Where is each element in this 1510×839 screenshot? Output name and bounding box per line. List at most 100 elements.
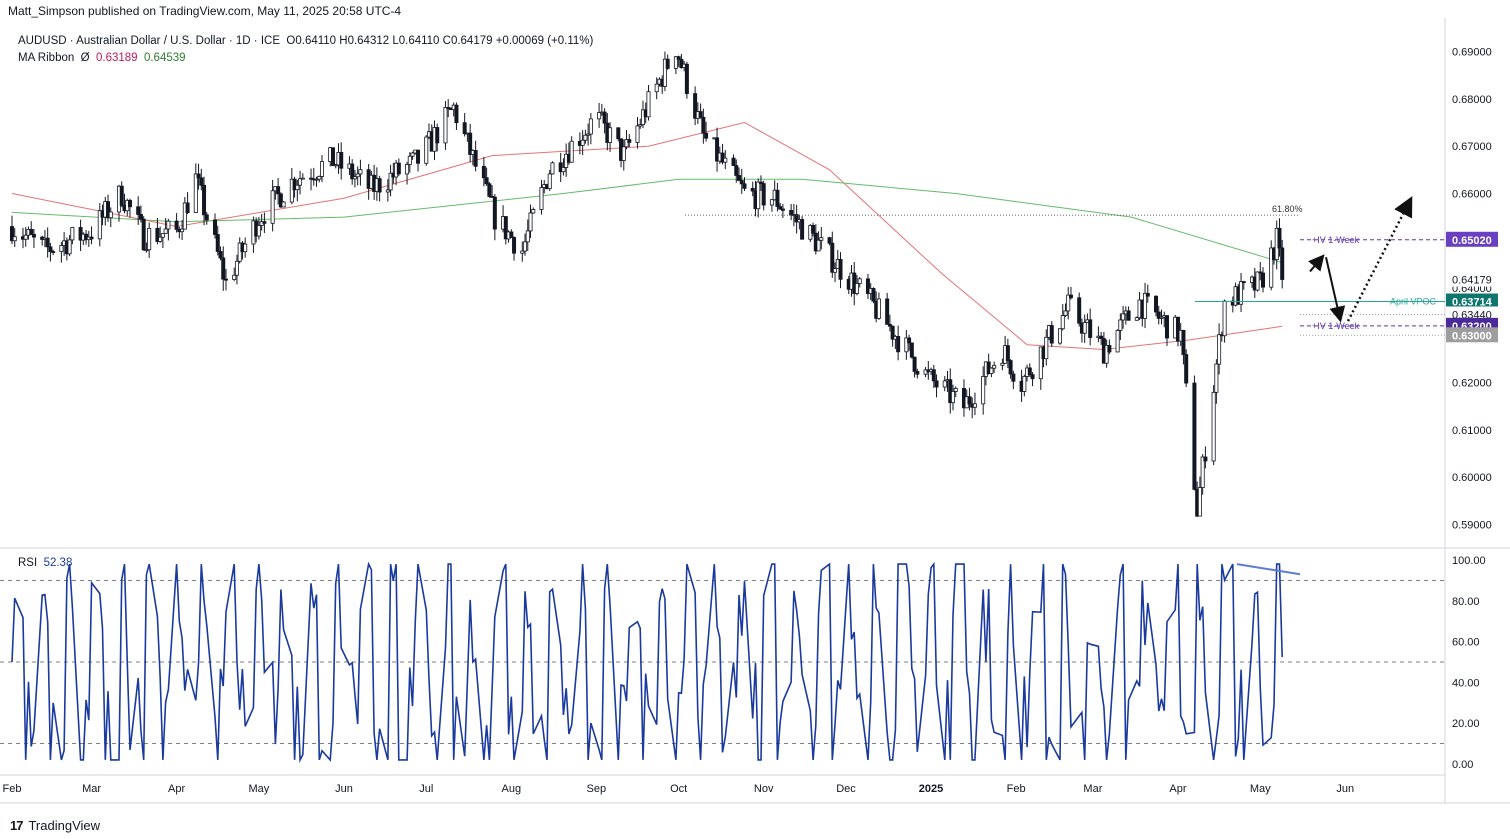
ma-fast-path: [11, 121, 1283, 351]
candle-body: [281, 201, 286, 208]
price-tag: [1446, 327, 1498, 343]
candle-body: [492, 196, 497, 230]
candle-body: [1184, 354, 1189, 384]
candle-body: [794, 214, 799, 223]
price-tag-text: 0.63000: [1452, 330, 1492, 342]
y-tick-label: 0.59000: [1452, 519, 1492, 531]
candle-body: [1027, 367, 1032, 376]
x-tick-label: Oct: [670, 783, 687, 795]
candle-body: [289, 178, 294, 203]
candle-body: [942, 380, 947, 388]
candle-body: [890, 325, 895, 340]
rsi-legend[interactable]: RSI 52.38: [18, 557, 72, 569]
candle-body: [1241, 281, 1246, 284]
candle-body: [1197, 487, 1202, 517]
candle-body: [1154, 295, 1159, 313]
candle-body: [684, 63, 689, 94]
candle-body: [1121, 313, 1126, 321]
candle-body: [646, 91, 651, 118]
candle-body: [180, 228, 185, 233]
candle-body: [778, 206, 783, 210]
candle-body: [199, 177, 204, 186]
candle-body: [800, 219, 805, 240]
x-tick-label: Nov: [754, 783, 774, 795]
symbol-line[interactable]: AUDUSD · Australian Dollar / U.S. Dollar…: [18, 35, 281, 47]
candle-body: [981, 376, 986, 405]
rsi-y-tick: 100.00: [1452, 555, 1486, 567]
candle-body: [580, 139, 585, 146]
candle-body: [481, 165, 486, 179]
rsi-label[interactable]: RSI: [18, 557, 38, 569]
candle-body: [608, 127, 613, 143]
candlestick-series[interactable]: [9, 51, 1285, 518]
candle-body: [185, 202, 190, 214]
candle-body: [676, 56, 681, 60]
ma-ribbon-legend[interactable]: MA Ribbon Ø 0.63189 0.64539: [18, 52, 186, 64]
rsi-pane[interactable]: 100.00 80.00 60.00 40.00 20.00 0.00: [0, 555, 1486, 771]
candle-body: [857, 278, 862, 284]
x-tick-label: 2025: [919, 783, 943, 795]
y-tick-label: 0.60000: [1452, 472, 1492, 484]
candle-body: [1159, 316, 1164, 319]
candle-body: [1156, 311, 1161, 319]
ma-fast-value: 0.63189: [96, 52, 138, 64]
candle-body: [531, 209, 536, 214]
candle-body: [270, 190, 275, 224]
candle-body: [854, 283, 859, 294]
candle-body: [865, 278, 870, 294]
price-tag: [1446, 306, 1498, 322]
candle-body: [234, 260, 239, 276]
candle-body: [1164, 315, 1169, 339]
ma-ribbon-icon: Ø: [80, 52, 90, 64]
symbol-legend[interactable]: AUDUSD · Australian Dollar / U.S. Dollar…: [18, 35, 593, 47]
candle-body: [1145, 292, 1150, 297]
candle-body: [621, 146, 626, 161]
candle-body: [679, 59, 684, 69]
candle-body: [405, 164, 410, 175]
candle-body: [155, 227, 160, 242]
tradingview-brand[interactable]: 17 TradingView: [10, 818, 100, 833]
candle-body: [330, 147, 335, 167]
candle-body: [1022, 376, 1027, 392]
y-tick-label: 0.68000: [1452, 94, 1492, 106]
candle-body: [972, 403, 977, 408]
candle-body: [278, 193, 283, 208]
x-tick-label: Jul: [419, 783, 433, 795]
candle-body: [588, 118, 593, 135]
x-tick-label: Feb: [3, 783, 22, 795]
candle-body: [887, 324, 892, 327]
candle-body: [119, 185, 124, 206]
candle-body: [108, 211, 113, 219]
candle-body: [662, 58, 667, 87]
price-tag: [1446, 293, 1498, 309]
candle-body: [215, 234, 220, 252]
candle-body: [789, 209, 794, 216]
candle-body: [827, 237, 832, 244]
candle-body: [67, 239, 72, 255]
candle-body: [967, 396, 972, 405]
axes[interactable]: 0.690000.680000.670000.660000.650000.640…: [3, 47, 1498, 795]
rsi-divergence-line: [1236, 563, 1301, 576]
candle-body: [1217, 334, 1222, 365]
candle-body: [1118, 319, 1123, 331]
candle-body: [473, 150, 478, 167]
x-tick-label: May: [249, 783, 270, 795]
candle-body: [1107, 345, 1112, 353]
candle-body: [723, 157, 728, 163]
rsi-y-tick: 60.00: [1452, 637, 1480, 649]
candle-body: [213, 219, 218, 235]
candle-body: [912, 356, 917, 372]
candle-body: [300, 177, 305, 180]
candle-body: [314, 178, 319, 181]
candle-body: [693, 93, 698, 119]
x-tick-label: May: [1250, 783, 1271, 795]
candle-body: [320, 161, 325, 177]
candle-body: [950, 391, 955, 404]
ma-ribbon-label[interactable]: MA Ribbon: [18, 52, 75, 64]
candle-body: [1258, 271, 1263, 274]
candle-body: [385, 189, 390, 193]
candle-body: [163, 228, 168, 234]
candle-body: [1126, 310, 1131, 321]
brand-name: TradingView: [28, 818, 101, 833]
